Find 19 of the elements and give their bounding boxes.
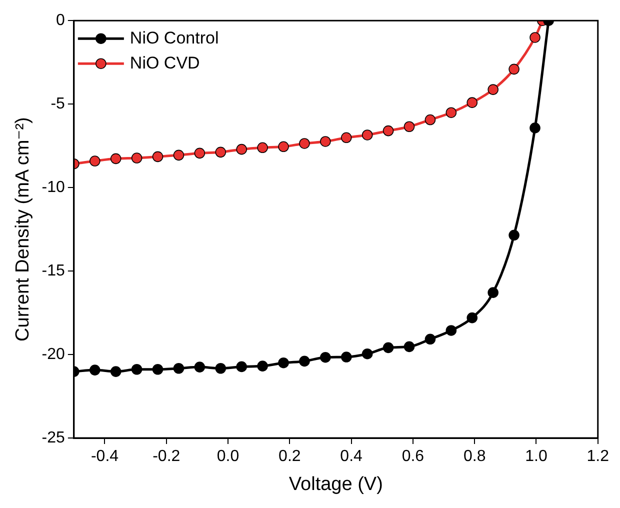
y-tick-label: -20 <box>42 346 66 363</box>
x-tick-label: 0.2 <box>278 448 301 466</box>
y-tick-label: -5 <box>50 95 66 112</box>
x-axis-title: Voltage (V) <box>288 474 383 495</box>
y-axis-title: Current Density (mA cm⁻²) <box>12 117 34 342</box>
x-tick-label: 0.0 <box>216 448 240 466</box>
y-tick-label: -15 <box>42 262 66 280</box>
x-tick-label: 1.2 <box>586 448 610 466</box>
y-tick-label: -25 <box>42 429 66 446</box>
x-tick-label: 1.0 <box>525 448 548 466</box>
x-tick-label: -0.4 <box>90 448 119 466</box>
x-tick-label: -0.2 <box>152 448 180 466</box>
y-tick-label: -10 <box>42 178 66 196</box>
legend-label: NiO CVD <box>130 53 200 72</box>
x-tick-label: 0.6 <box>402 448 424 466</box>
x-tick-label: 0.4 <box>340 448 363 466</box>
x-tick-label: 0.8 <box>463 448 486 466</box>
y-tick-label: 0 <box>56 12 66 30</box>
legend-label: NiO Control <box>130 28 219 48</box>
